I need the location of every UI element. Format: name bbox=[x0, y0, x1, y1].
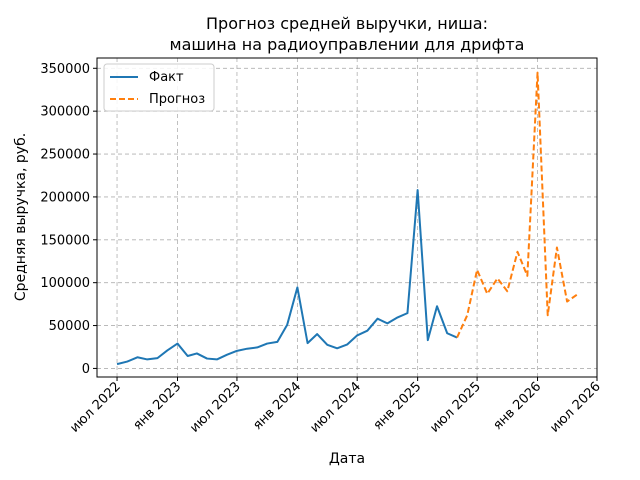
x-tick-label: июл 2022 bbox=[67, 379, 124, 436]
y-tick-label: 150000 bbox=[40, 233, 90, 248]
x-tick-label: июл 2023 bbox=[187, 379, 244, 436]
x-tick-label: янв 2026 bbox=[490, 379, 544, 433]
y-tick-label: 250000 bbox=[40, 148, 90, 163]
chart-title-line-2: машина на радиоуправлении для дрифта bbox=[170, 35, 525, 54]
legend-label-forecast: Прогноз bbox=[149, 92, 205, 107]
x-tick-label: июл 2024 bbox=[307, 379, 364, 436]
plot-frame bbox=[96, 57, 598, 378]
y-tick-label: 50000 bbox=[49, 319, 90, 334]
x-axis: июл 2022 янв 2023 июл 2023 янв 2024 июл 2024… bbox=[67, 377, 604, 436]
x-tick-label: янв 2025 bbox=[371, 379, 425, 433]
y-axis-label: Средняя выручка, руб. bbox=[13, 133, 29, 301]
x-tick-label: янв 2023 bbox=[130, 379, 184, 433]
y-tick-label: 200000 bbox=[40, 190, 90, 205]
series-line-fact bbox=[116, 189, 458, 366]
x-axis-label: Дата bbox=[329, 451, 365, 467]
chart-title-line-1: Прогноз средней выручки, ниша: bbox=[206, 14, 488, 33]
series-line-forecast bbox=[456, 71, 578, 338]
y-tick-label: 300000 bbox=[40, 105, 90, 120]
y-tick-label: 350000 bbox=[40, 62, 90, 77]
y-tick-label: 0 bbox=[82, 362, 90, 377]
x-tick-label: янв 2024 bbox=[250, 379, 304, 433]
x-tick-label: июл 2026 bbox=[547, 379, 604, 436]
x-tick-label: июл 2025 bbox=[427, 379, 484, 436]
series-lines bbox=[116, 71, 578, 366]
y-tick-label: 100000 bbox=[40, 276, 90, 291]
legend-label-fact: Факт bbox=[149, 70, 184, 85]
legend: Факт Прогноз bbox=[103, 63, 215, 112]
y-axis: 0 50000 100000 150000 200000 250000 300000 3500… bbox=[40, 62, 97, 377]
grid-lines bbox=[97, 58, 598, 377]
